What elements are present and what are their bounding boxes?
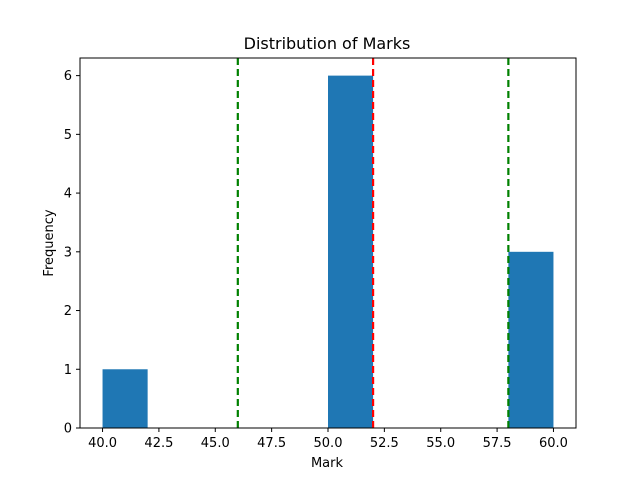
bars-group bbox=[102, 75, 554, 428]
reference-lines-group bbox=[236, 58, 510, 428]
histogram-bar-9 bbox=[508, 251, 554, 428]
x-tick-label-7: 57.5 bbox=[483, 436, 512, 451]
x-tick-label-0: 40.0 bbox=[88, 436, 117, 451]
x-tick-label-8: 60.0 bbox=[539, 436, 568, 451]
x-tick-label-5: 52.5 bbox=[370, 436, 399, 451]
histogram-bar-5 bbox=[328, 75, 374, 428]
y-axis-ticks: 0 1 2 3 4 5 6 bbox=[64, 69, 80, 437]
y-tick-label-6: 6 bbox=[64, 69, 72, 84]
x-tick-label-2: 45.0 bbox=[201, 436, 230, 451]
y-tick-label-1: 1 bbox=[64, 363, 72, 378]
x-tick-label-1: 42.5 bbox=[144, 436, 173, 451]
y-tick-label-0: 0 bbox=[64, 422, 72, 437]
y-tick-label-5: 5 bbox=[64, 128, 72, 143]
x-axis-ticks: 40.0 42.5 45.0 47.5 50.0 52.5 55.0 57.5 60.0 bbox=[88, 428, 568, 451]
x-tick-label-3: 47.5 bbox=[257, 436, 286, 451]
histogram-bar-0 bbox=[102, 369, 148, 428]
y-tick-label-4: 4 bbox=[64, 187, 72, 202]
x-axis-label: Mark bbox=[311, 456, 344, 471]
y-axis-label: Frequency bbox=[42, 209, 57, 276]
y-tick-label-3: 3 bbox=[64, 245, 72, 260]
x-tick-label-6: 55.0 bbox=[426, 436, 455, 451]
chart-title: Distribution of Marks bbox=[244, 34, 411, 53]
y-tick-label-2: 2 bbox=[64, 304, 72, 319]
x-tick-label-4: 50.0 bbox=[314, 436, 343, 451]
